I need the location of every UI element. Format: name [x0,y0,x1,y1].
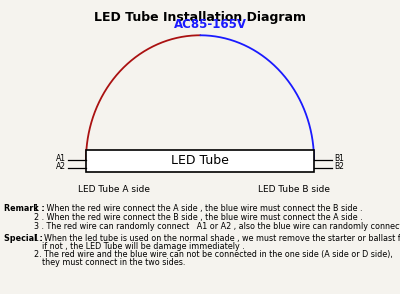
Text: LED Tube B side: LED Tube B side [258,185,330,194]
Text: 2. The red wire and the blue wire can not be connected in the one side (A side o: 2. The red wire and the blue wire can no… [34,250,393,260]
Text: they must connect in the two sides.: they must connect in the two sides. [42,258,185,268]
Text: 1 . When the red wire connect the A side , the blue wire must connect the B side: 1 . When the red wire connect the A side… [34,204,362,213]
Text: AC85-165V: AC85-165V [174,18,246,31]
Text: LED Tube Installation Diagram: LED Tube Installation Diagram [94,11,306,24]
Text: 2 . When the red wire connect the B side , the blue wire must connect the A side: 2 . When the red wire connect the B side… [34,213,363,222]
Text: LED Tube A side: LED Tube A side [78,185,150,194]
Text: 1. When the led tube is used on the normal shade , we must remove the starter or: 1. When the led tube is used on the norm… [34,234,400,243]
Text: B1: B1 [334,154,344,163]
Text: Remark :: Remark : [4,204,48,213]
Text: A2: A2 [56,162,66,171]
Text: Special :: Special : [4,234,46,243]
Text: A1: A1 [56,154,66,163]
Text: LED Tube: LED Tube [171,154,229,168]
Text: 3 . The red wire can randomly connect   A1 or A2 , also the blue wire can random: 3 . The red wire can randomly connect A1… [34,222,400,231]
Text: if not , the LED Tube will be damage immediately .: if not , the LED Tube will be damage imm… [42,242,245,251]
Text: B2: B2 [334,162,344,171]
Bar [86,150,314,172]
